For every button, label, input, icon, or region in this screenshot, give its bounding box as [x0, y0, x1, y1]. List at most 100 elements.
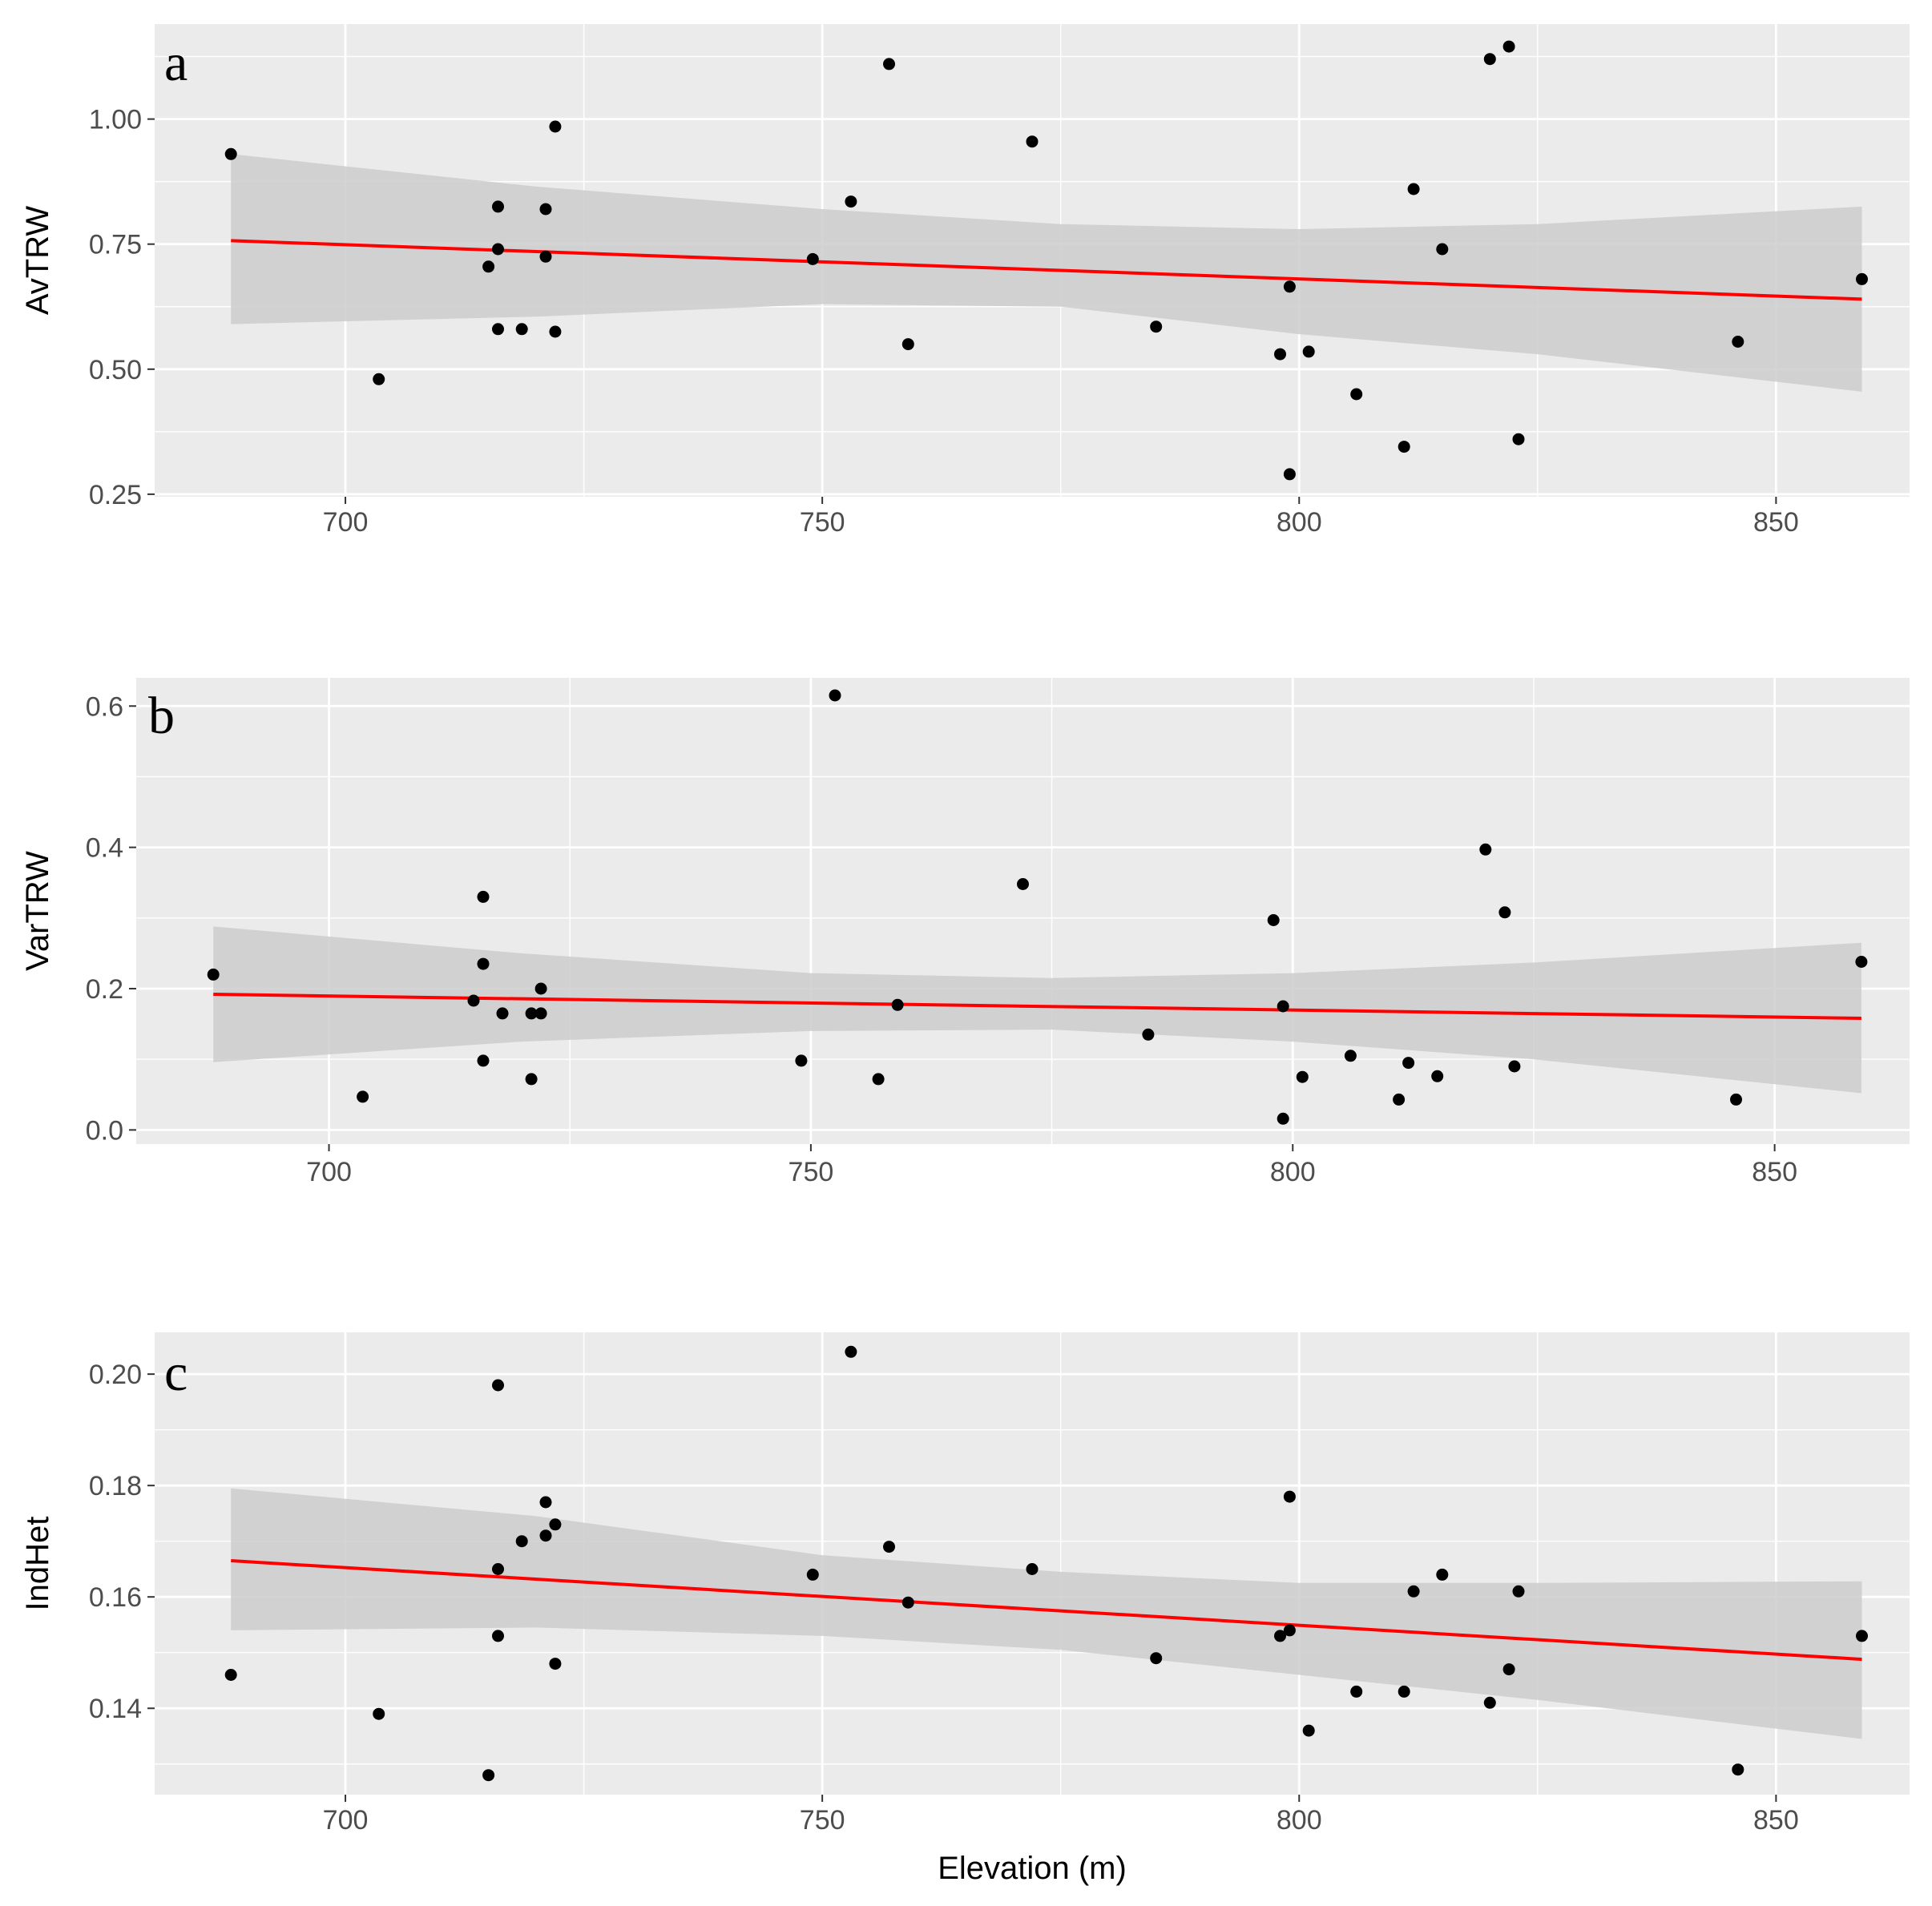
data-point — [806, 1568, 819, 1581]
data-point — [795, 1054, 808, 1067]
data-point — [539, 203, 552, 216]
data-point — [1398, 441, 1410, 453]
data-point — [549, 325, 562, 338]
data-point — [477, 1054, 490, 1067]
data-point — [845, 1345, 857, 1358]
data-point — [1732, 336, 1744, 348]
data-point — [1283, 280, 1296, 293]
data-point — [549, 120, 562, 133]
data-point — [1393, 1093, 1406, 1106]
data-point — [1856, 272, 1868, 285]
data-point — [872, 1073, 885, 1086]
data-point — [1502, 1663, 1515, 1676]
data-point — [1855, 956, 1868, 968]
x-tick-label: 800 — [1270, 1157, 1316, 1187]
data-point — [1274, 348, 1286, 361]
panel-letter: c — [164, 1344, 188, 1402]
data-point — [845, 195, 857, 208]
data-point — [539, 1496, 552, 1509]
data-point — [477, 957, 490, 970]
data-point — [224, 1669, 237, 1681]
data-point — [357, 1090, 369, 1103]
panel-background — [136, 678, 1910, 1144]
data-point — [1732, 1763, 1744, 1776]
data-point — [492, 1379, 504, 1392]
panel-letter: b — [148, 687, 175, 745]
y-tick-label: 0.0 — [86, 1115, 123, 1146]
data-point — [534, 982, 547, 995]
data-point — [829, 689, 841, 702]
data-point — [1512, 1585, 1525, 1598]
data-point — [1267, 914, 1280, 926]
data-point — [482, 260, 495, 273]
data-point — [1302, 345, 1315, 358]
data-point — [1483, 53, 1496, 66]
data-point — [1283, 1624, 1296, 1637]
data-point — [901, 1596, 914, 1609]
data-point — [549, 1658, 562, 1670]
data-point — [492, 200, 504, 213]
data-point — [1283, 1490, 1296, 1503]
data-point — [1344, 1050, 1357, 1062]
data-point — [477, 890, 490, 903]
y-tick-label: 0.18 — [89, 1471, 142, 1501]
data-point — [1407, 1585, 1420, 1598]
data-point — [1277, 1112, 1289, 1125]
data-point — [373, 1707, 385, 1720]
x-tick-label: 750 — [800, 507, 845, 538]
x-tick-label: 700 — [306, 1157, 352, 1187]
data-point — [1150, 1652, 1163, 1665]
data-point — [1274, 1630, 1286, 1642]
y-axis-title: IndHet — [20, 1517, 55, 1611]
data-point — [1142, 1028, 1155, 1041]
regression-line — [213, 993, 1861, 1021]
data-point — [1017, 878, 1029, 890]
data-point — [482, 1769, 495, 1782]
data-point — [1483, 1696, 1496, 1709]
data-point — [1026, 135, 1039, 148]
data-point — [207, 968, 220, 981]
y-tick-label: 0.20 — [89, 1360, 142, 1390]
data-point — [1730, 1093, 1742, 1106]
x-tick-label: 850 — [1752, 1157, 1797, 1187]
x-tick-label: 850 — [1753, 1805, 1799, 1835]
data-point — [1283, 468, 1296, 481]
y-tick-label: 0.25 — [89, 480, 142, 510]
data-point — [515, 323, 528, 336]
confidence-band — [231, 1488, 1862, 1739]
y-tick-label: 0.2 — [86, 974, 123, 1005]
y-tick-label: 1.00 — [89, 105, 142, 135]
y-tick-label: 0.14 — [89, 1694, 142, 1724]
data-point — [1512, 433, 1525, 445]
data-point — [525, 1007, 538, 1020]
data-point — [539, 1529, 552, 1542]
data-point — [467, 994, 480, 1007]
x-tick-label: 750 — [800, 1805, 845, 1835]
data-point — [901, 338, 914, 351]
data-point — [534, 1007, 547, 1020]
panel-letter: a — [164, 34, 188, 92]
data-point — [1302, 1724, 1315, 1737]
data-point — [492, 323, 504, 336]
y-tick-label: 0.6 — [86, 691, 123, 722]
data-point — [525, 1073, 538, 1086]
data-point — [1436, 243, 1449, 256]
data-point — [496, 1007, 509, 1020]
data-point — [1856, 1630, 1868, 1642]
x-tick-label: 800 — [1277, 507, 1322, 538]
data-point — [1431, 1070, 1444, 1082]
data-point — [1402, 1057, 1415, 1070]
x-tick-label: 850 — [1753, 507, 1799, 538]
data-point — [492, 1630, 504, 1642]
data-point — [492, 1563, 504, 1575]
x-tick-label: 750 — [789, 1157, 834, 1187]
data-point — [1277, 1000, 1289, 1013]
data-point — [883, 58, 895, 71]
data-point — [549, 1518, 562, 1531]
data-point — [224, 147, 237, 160]
data-point — [1350, 1685, 1363, 1698]
data-point — [373, 373, 385, 385]
panel-a: 700 750 800 850 0.25 0.50 0.75 1.00 AvTRW a — [20, 24, 1910, 538]
y-tick-label: 0.4 — [86, 833, 123, 864]
